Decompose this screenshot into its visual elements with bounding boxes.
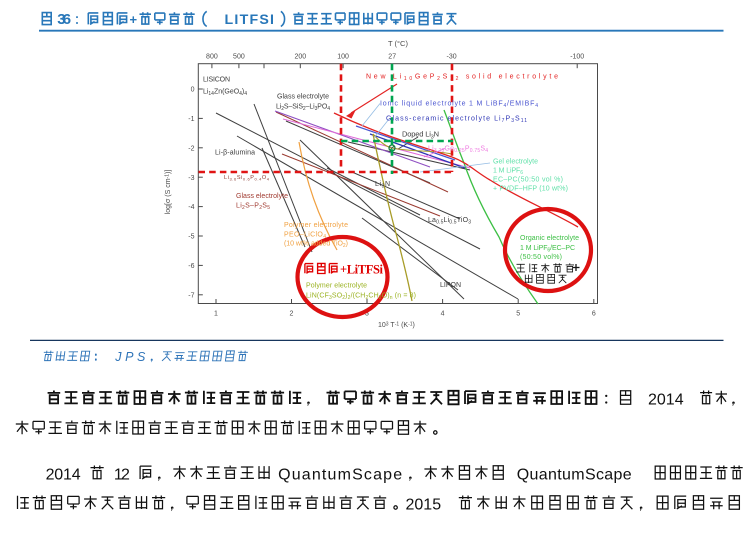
svg-text:Li2S–SiS2–Li3PO4: Li2S–SiS2–Li3PO4 bbox=[276, 104, 330, 113]
svg-text:-7: -7 bbox=[188, 292, 194, 299]
svg-text:0: 0 bbox=[191, 87, 195, 94]
svg-text:-100: -100 bbox=[570, 54, 584, 61]
svg-text:Li3.6Si0.6P0.4O4: Li3.6Si0.6P0.4O4 bbox=[224, 175, 270, 181]
svg-text:100: 100 bbox=[337, 54, 349, 61]
svg-text:4: 4 bbox=[441, 311, 445, 318]
svg-text:Ionic liquid electrolyte 1 M L: Ionic liquid electrolyte 1 M LiBF4/EMIBF… bbox=[380, 101, 538, 110]
svg-text:1 M LiPF6/EC–PC: 1 M LiPF6/EC–PC bbox=[520, 245, 575, 254]
svg-text:EC–PC(50:50 vol %): EC–PC(50:50 vol %) bbox=[493, 177, 563, 184]
svg-text:T (°C): T (°C) bbox=[388, 39, 408, 48]
svg-text:Li14Zn(GeO4)4: Li14Zn(GeO4)4 bbox=[203, 89, 247, 98]
svg-text:2015: 2015 bbox=[406, 496, 442, 513]
svg-text:Glass electrolyte: Glass electrolyte bbox=[236, 193, 288, 200]
svg-text:-6: -6 bbox=[188, 263, 194, 270]
svg-text:Organic electrolyte: Organic electrolyte bbox=[520, 235, 579, 242]
svg-text:LIPON: LIPON bbox=[440, 282, 461, 289]
svg-text:+LiTFSi: +LiTFSi bbox=[340, 263, 384, 277]
svg-text:12: 12 bbox=[114, 466, 130, 483]
svg-text:Li3N: Li3N bbox=[375, 181, 390, 190]
svg-text:La0.5Li0.5TiO3: La0.5Li0.5TiO3 bbox=[428, 217, 471, 226]
svg-text:200: 200 bbox=[294, 54, 306, 61]
svg-text:Li-β-alumina: Li-β-alumina bbox=[215, 150, 255, 157]
svg-text:Polymer electrolyte: Polymer electrolyte bbox=[306, 283, 367, 290]
svg-text:(50:50 vol%): (50:50 vol%) bbox=[520, 254, 562, 261]
svg-text:-3: -3 bbox=[188, 175, 194, 182]
svg-text:2014: 2014 bbox=[648, 391, 684, 408]
svg-text:-1: -1 bbox=[188, 116, 194, 123]
svg-text:500: 500 bbox=[233, 54, 245, 61]
svg-text:-30: -30 bbox=[447, 54, 457, 61]
svg-text:Gel electrolyte: Gel electrolyte bbox=[493, 159, 538, 166]
svg-text:QuantumScape: QuantumScape bbox=[517, 466, 632, 483]
svg-text:3: 3 bbox=[365, 311, 369, 318]
svg-text:1 M LiPF6: 1 M LiPF6 bbox=[493, 168, 523, 177]
svg-text:+ PVDF–HFP (10 wt%): + PVDF–HFP (10 wt%) bbox=[493, 186, 568, 193]
svg-text:Li2S–P2S5: Li2S–P2S5 bbox=[236, 203, 270, 212]
svg-text:PEO–LiClO4: PEO–LiClO4 bbox=[284, 232, 326, 241]
svg-text:800: 800 bbox=[206, 54, 218, 61]
svg-text:JPS: JPS bbox=[114, 350, 146, 364]
svg-text:-2: -2 bbox=[188, 145, 194, 152]
svg-text:LiN(CF3SO2)2/(CH2CH2O)n (n = 8: LiN(CF3SO2)2/(CH2CH2O)n (n = 8) bbox=[306, 293, 416, 302]
svg-text:6: 6 bbox=[592, 311, 596, 318]
svg-text:+: + bbox=[130, 12, 138, 27]
svg-text:Li3.25Ge0.25P0.75S4: Li3.25Ge0.25P0.75S4 bbox=[428, 146, 488, 155]
svg-text:LITFSI: LITFSI bbox=[225, 12, 275, 28]
svg-text:2014: 2014 bbox=[46, 466, 81, 483]
svg-text:Glass electrolyte: Glass electrolyte bbox=[277, 94, 329, 101]
svg-text:-4: -4 bbox=[188, 204, 194, 211]
svg-text:Doped Li3N: Doped Li3N bbox=[402, 130, 439, 141]
svg-text:(10 wt% added TiO2): (10 wt% added TiO2) bbox=[284, 241, 348, 250]
svg-text:103 T-1 (K-1): 103 T-1 (K-1) bbox=[378, 321, 415, 329]
svg-text:2: 2 bbox=[290, 311, 294, 318]
svg-text:Glass-ceramic electrolyte Li7P: Glass-ceramic electrolyte Li7P3S11 bbox=[386, 116, 527, 125]
svg-text:LISICON: LISICON bbox=[203, 77, 230, 84]
svg-text:5: 5 bbox=[516, 311, 520, 318]
svg-text:1: 1 bbox=[214, 311, 218, 318]
svg-text:-5: -5 bbox=[188, 234, 194, 241]
svg-text:log[σ (S cm-1)]: log[σ (S cm-1)] bbox=[164, 170, 172, 215]
svg-text:Polymer electrolyte: Polymer electrolyte bbox=[284, 222, 348, 229]
svg-text:QuantumScape: QuantumScape bbox=[278, 466, 402, 483]
svg-text:27: 27 bbox=[388, 54, 396, 61]
svg-text:36: 36 bbox=[57, 11, 71, 28]
